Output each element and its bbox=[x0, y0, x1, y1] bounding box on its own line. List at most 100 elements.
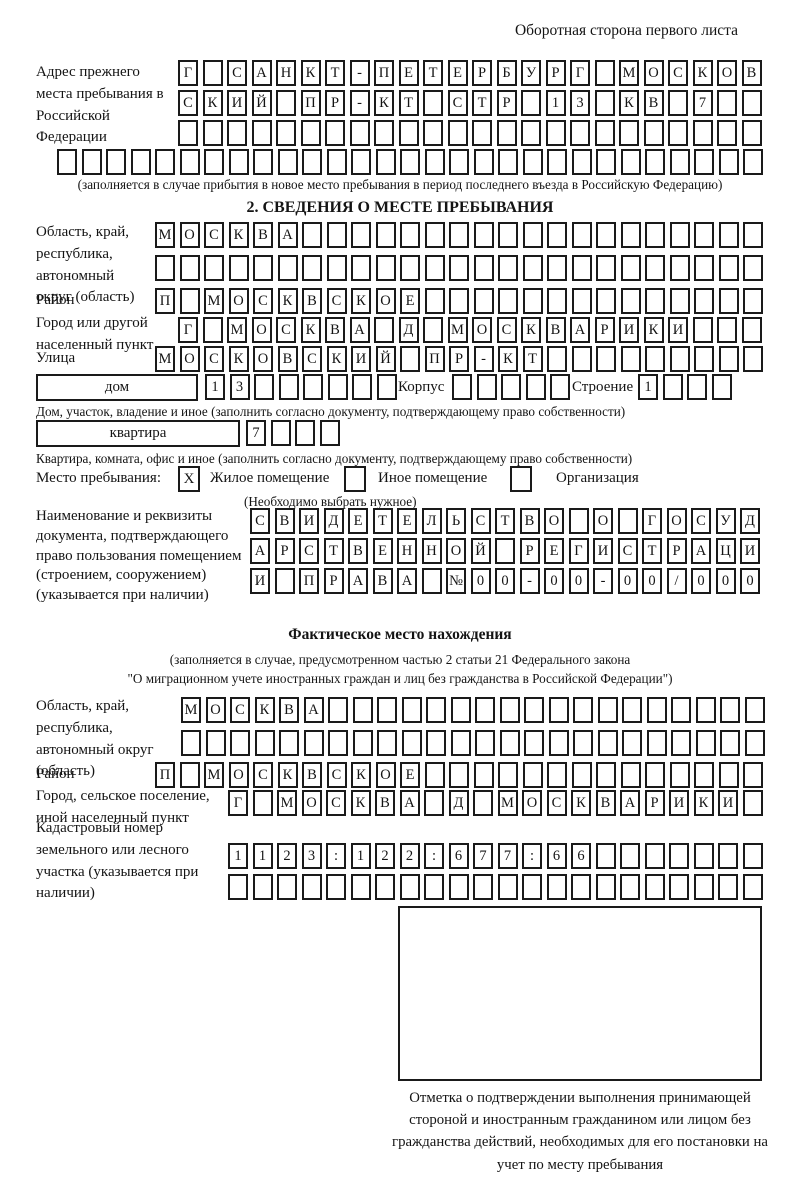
char-cell[interactable] bbox=[375, 149, 396, 175]
char-cell[interactable] bbox=[596, 288, 616, 314]
char-cell[interactable]: Т bbox=[325, 60, 345, 86]
char-cell[interactable]: А bbox=[250, 538, 270, 564]
char-cell[interactable]: С bbox=[470, 508, 491, 534]
char-cell[interactable] bbox=[522, 762, 543, 788]
char-cell[interactable]: П bbox=[155, 762, 175, 788]
char-cell[interactable] bbox=[155, 149, 175, 175]
char-cell[interactable]: - bbox=[473, 346, 494, 372]
char-cell[interactable]: О bbox=[522, 790, 542, 816]
char-cell[interactable]: 1 bbox=[252, 843, 273, 869]
char-cell[interactable] bbox=[498, 255, 518, 281]
char-cell[interactable] bbox=[744, 730, 765, 756]
char-cell[interactable] bbox=[270, 420, 291, 446]
char-cell[interactable] bbox=[597, 697, 618, 723]
char-cell[interactable]: С bbox=[253, 762, 273, 788]
char-cell[interactable] bbox=[522, 149, 543, 175]
char-cell[interactable] bbox=[230, 730, 250, 756]
char-cell[interactable] bbox=[300, 120, 321, 146]
char-cell[interactable] bbox=[573, 697, 593, 723]
char-cell[interactable] bbox=[692, 120, 713, 146]
char-cell[interactable] bbox=[278, 374, 299, 400]
char-cell[interactable] bbox=[620, 255, 641, 281]
char-cell[interactable] bbox=[327, 374, 348, 400]
char-cell[interactable] bbox=[645, 149, 665, 175]
char-cell[interactable] bbox=[694, 762, 714, 788]
char-cell[interactable]: Й bbox=[470, 538, 491, 564]
char-cell[interactable] bbox=[426, 730, 446, 756]
char-cell[interactable]: К bbox=[300, 60, 321, 86]
char-cell[interactable] bbox=[695, 697, 716, 723]
char-cell[interactable] bbox=[473, 149, 494, 175]
char-cell[interactable] bbox=[276, 90, 296, 116]
char-cell[interactable]: Е bbox=[447, 60, 468, 86]
char-cell[interactable] bbox=[303, 374, 323, 400]
char-cell[interactable] bbox=[522, 874, 542, 900]
char-cell[interactable]: Л bbox=[421, 508, 442, 534]
char-cell[interactable]: К bbox=[277, 288, 298, 314]
char-cell[interactable] bbox=[720, 730, 740, 756]
char-cell[interactable] bbox=[472, 120, 492, 146]
char-cell[interactable] bbox=[571, 149, 592, 175]
char-cell[interactable]: О bbox=[375, 762, 396, 788]
char-cell[interactable] bbox=[449, 222, 469, 248]
char-cell[interactable]: А bbox=[570, 317, 590, 343]
char-cell[interactable] bbox=[303, 730, 324, 756]
char-cell[interactable] bbox=[106, 149, 126, 175]
char-cell[interactable]: С bbox=[204, 346, 224, 372]
char-cell[interactable] bbox=[669, 762, 690, 788]
char-cell[interactable]: К bbox=[374, 90, 394, 116]
char-cell[interactable]: 0 bbox=[642, 568, 662, 594]
char-cell[interactable]: Г bbox=[570, 60, 590, 86]
char-cell[interactable] bbox=[473, 790, 493, 816]
char-cell[interactable] bbox=[718, 346, 739, 372]
char-cell[interactable] bbox=[573, 730, 593, 756]
char-cell[interactable]: К bbox=[254, 697, 275, 723]
char-cell[interactable]: О bbox=[228, 288, 249, 314]
char-cell[interactable] bbox=[718, 222, 739, 248]
char-cell[interactable]: В bbox=[595, 790, 616, 816]
char-cell[interactable]: А bbox=[349, 317, 370, 343]
char-cell[interactable]: С bbox=[299, 538, 319, 564]
char-cell[interactable] bbox=[328, 697, 348, 723]
char-cell[interactable] bbox=[743, 346, 763, 372]
char-cell[interactable] bbox=[620, 874, 640, 900]
char-cell[interactable] bbox=[524, 697, 544, 723]
char-cell[interactable] bbox=[571, 288, 592, 314]
char-cell[interactable]: Д bbox=[740, 508, 760, 534]
char-cell[interactable] bbox=[179, 255, 200, 281]
char-cell[interactable]: О bbox=[446, 538, 466, 564]
char-cell[interactable] bbox=[524, 730, 544, 756]
char-cell[interactable] bbox=[596, 149, 616, 175]
char-cell[interactable] bbox=[694, 255, 714, 281]
char-cell[interactable] bbox=[521, 120, 541, 146]
char-cell[interactable] bbox=[548, 697, 569, 723]
char-cell[interactable] bbox=[717, 120, 737, 146]
char-cell[interactable] bbox=[646, 730, 667, 756]
char-cell[interactable]: - bbox=[593, 568, 613, 594]
char-cell[interactable] bbox=[279, 730, 299, 756]
char-cell[interactable]: Й bbox=[375, 346, 396, 372]
char-cell[interactable] bbox=[400, 255, 420, 281]
char-cell[interactable] bbox=[276, 120, 296, 146]
char-cell[interactable] bbox=[350, 874, 371, 900]
char-cell[interactable]: А bbox=[251, 60, 272, 86]
char-cell[interactable]: Т bbox=[642, 538, 662, 564]
char-cell[interactable]: М bbox=[155, 222, 175, 248]
char-cell[interactable] bbox=[204, 255, 224, 281]
char-cell[interactable] bbox=[550, 374, 570, 400]
char-cell[interactable]: С bbox=[178, 90, 198, 116]
char-cell[interactable] bbox=[617, 508, 638, 534]
char-cell[interactable] bbox=[622, 697, 642, 723]
char-cell[interactable]: 0 bbox=[691, 568, 711, 594]
char-cell[interactable] bbox=[571, 255, 592, 281]
char-cell[interactable]: П bbox=[300, 90, 321, 116]
char-cell[interactable]: К bbox=[693, 790, 714, 816]
char-cell[interactable] bbox=[424, 790, 444, 816]
char-cell[interactable]: К bbox=[351, 288, 371, 314]
char-cell[interactable] bbox=[571, 222, 592, 248]
char-cell[interactable] bbox=[496, 120, 517, 146]
char-cell[interactable] bbox=[694, 346, 714, 372]
char-cell[interactable] bbox=[254, 374, 274, 400]
char-cell[interactable] bbox=[202, 60, 223, 86]
char-cell[interactable] bbox=[423, 90, 443, 116]
